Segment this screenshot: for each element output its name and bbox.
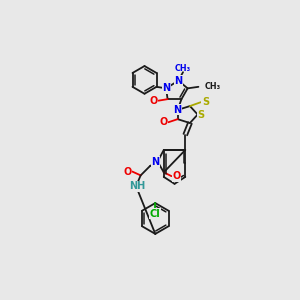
Text: O: O (150, 96, 158, 106)
Text: NH: NH (130, 181, 146, 191)
Text: N: N (174, 105, 182, 115)
Text: N: N (162, 83, 170, 93)
Text: S: S (197, 110, 204, 119)
Text: O: O (173, 171, 181, 181)
Text: S: S (202, 97, 209, 107)
Text: N: N (174, 76, 182, 86)
Text: CH₃: CH₃ (175, 64, 191, 73)
Text: O: O (123, 167, 132, 176)
Text: CH₃: CH₃ (205, 82, 221, 91)
Text: O: O (160, 117, 168, 127)
Text: N: N (151, 157, 159, 166)
Text: Cl: Cl (150, 209, 161, 219)
